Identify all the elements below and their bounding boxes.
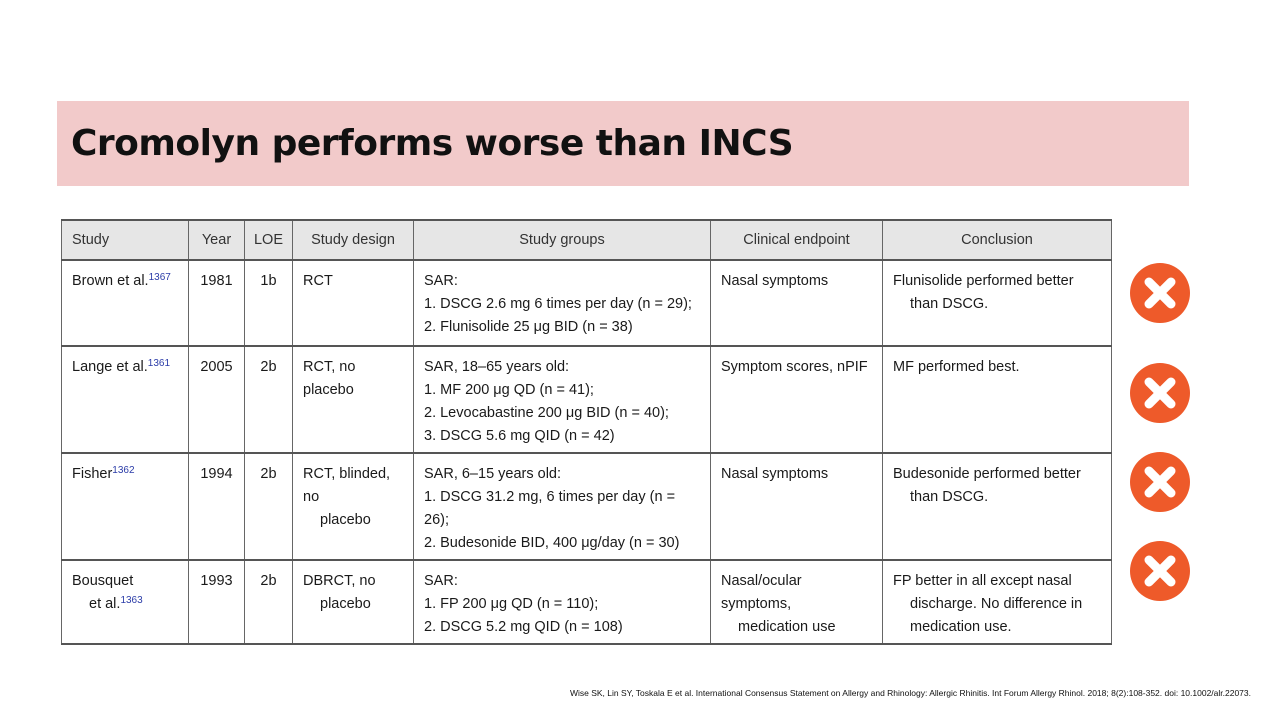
conclusion-line: Budesonide performed better xyxy=(893,466,1081,482)
group-item: 1. DSCG 2.6 mg 6 times per day (n = 29); xyxy=(424,296,692,312)
title-band: Cromolyn performs worse than INCS xyxy=(57,101,1189,186)
group-item: 3. DSCG 5.6 mg QID (n = 42) xyxy=(424,428,615,444)
cell-study: Lange et al.1361 xyxy=(61,346,189,454)
groups-header: SAR, 6–15 years old: xyxy=(424,466,562,482)
cell-conclusion: Flunisolide performed better than DSCG. xyxy=(882,260,1112,347)
design-line: RCT, no placebo xyxy=(303,359,356,398)
table-header-row: Study Year LOE Study design Study groups… xyxy=(61,219,1112,261)
cell-design: RCT, no placebo xyxy=(292,346,414,454)
conclusion-line: MF performed best. xyxy=(893,359,1020,375)
cell-endpoint: Nasal/ocular symptoms, medication use xyxy=(710,560,883,645)
header-year: Year xyxy=(188,219,245,261)
cell-study: Bousquet et al.1363 xyxy=(61,560,189,645)
group-item: 1. FP 200 μg QD (n = 110); xyxy=(424,596,599,612)
study-name: Lange et al. xyxy=(72,359,148,375)
group-item: 1. MF 200 μg QD (n = 41); xyxy=(424,382,594,398)
cell-year: 1993 xyxy=(188,560,245,645)
group-item: 2. Budesonide BID, 400 μg/day (n = 30) xyxy=(424,535,680,551)
endpoint-line: Nasal symptoms xyxy=(721,466,829,482)
cell-endpoint: Symptom scores, nPIF xyxy=(710,346,883,454)
header-study-groups: Study groups xyxy=(413,219,711,261)
cell-groups: SAR: 1. FP 200 μg QD (n = 110); 2. DSCG … xyxy=(413,560,711,645)
design-line: RCT, blinded, no xyxy=(303,466,391,505)
cell-conclusion: Budesonide performed better than DSCG. xyxy=(882,453,1112,561)
header-study-design: Study design xyxy=(292,219,414,261)
cell-loe: 2b xyxy=(244,346,293,454)
design-line: placebo xyxy=(320,596,371,612)
cell-endpoint: Nasal symptoms xyxy=(710,260,883,347)
x-circle-icon xyxy=(1130,541,1190,601)
x-circle-icon xyxy=(1130,452,1190,512)
x-circle-icon xyxy=(1130,263,1190,323)
header-clinical-endpoint: Clinical endpoint xyxy=(710,219,883,261)
groups-header: SAR: xyxy=(424,573,458,589)
cell-year: 1994 xyxy=(188,453,245,561)
study-name-cont: et al. xyxy=(89,596,121,612)
study-name: Bousquet xyxy=(72,573,134,589)
reference-number[interactable]: 1362 xyxy=(112,465,135,476)
design-line: DBRCT, no xyxy=(303,573,376,589)
citation: Wise SK, Lin SY, Toskala E et al. Intern… xyxy=(569,688,1251,698)
cell-year: 2005 xyxy=(188,346,245,454)
table-row: Brown et al.1367 1981 1b RCT SAR: 1. DSC… xyxy=(61,260,1112,347)
endpoint-line: Nasal/ocular symptoms, xyxy=(721,573,802,612)
groups-header: SAR, 18–65 years old: xyxy=(424,359,570,375)
conclusion-line: medication use. xyxy=(910,619,1012,635)
evidence-table: Study Year LOE Study design Study groups… xyxy=(61,219,1112,645)
group-item: 2. Levocabastine 200 μg BID (n = 40); xyxy=(424,405,669,421)
cell-endpoint: Nasal symptoms xyxy=(710,453,883,561)
cell-conclusion: FP better in all except nasal discharge.… xyxy=(882,560,1112,645)
cell-groups: SAR, 18–65 years old: 1. MF 200 μg QD (n… xyxy=(413,346,711,454)
reference-number[interactable]: 1367 xyxy=(148,272,171,283)
cell-design: DBRCT, no placebo xyxy=(292,560,414,645)
endpoint-line: Symptom scores, nPIF xyxy=(721,359,868,375)
group-item: 2. Flunisolide 25 μg BID (n = 38) xyxy=(424,319,633,335)
conclusion-line: discharge. No difference in xyxy=(910,596,1083,612)
endpoint-line: medication use xyxy=(738,619,836,635)
endpoint-line: Nasal symptoms xyxy=(721,273,829,289)
groups-header: SAR: xyxy=(424,273,458,289)
study-name: Brown et al. xyxy=(72,273,149,289)
header-study: Study xyxy=(61,219,189,261)
cell-loe: 2b xyxy=(244,453,293,561)
cell-year: 1981 xyxy=(188,260,245,347)
conclusion-line: than DSCG. xyxy=(910,489,989,505)
cell-conclusion: MF performed best. xyxy=(882,346,1112,454)
reference-number[interactable]: 1363 xyxy=(120,595,143,606)
cell-loe: 1b xyxy=(244,260,293,347)
cell-study: Fisher1362 xyxy=(61,453,189,561)
reference-number[interactable]: 1361 xyxy=(147,358,171,369)
cell-design: RCT, blinded, no placebo xyxy=(292,453,414,561)
design-line: placebo xyxy=(320,512,371,528)
group-item: 2. DSCG 5.2 mg QID (n = 108) xyxy=(424,619,623,635)
header-conclusion: Conclusion xyxy=(882,219,1112,261)
conclusion-line: Flunisolide performed better xyxy=(893,273,1074,289)
table-row: Lange et al.1361 2005 2b RCT, no placebo… xyxy=(61,346,1112,454)
table-row: Bousquet et al.1363 1993 2b DBRCT, no pl… xyxy=(61,560,1112,645)
x-circle-icon xyxy=(1130,363,1190,423)
design-line: RCT xyxy=(303,273,333,289)
cell-loe: 2b xyxy=(244,560,293,645)
cell-design: RCT xyxy=(292,260,414,347)
study-name: Fisher xyxy=(72,466,113,482)
conclusion-line: than DSCG. xyxy=(910,296,989,312)
cell-study: Brown et al.1367 xyxy=(61,260,189,347)
cell-groups: SAR, 6–15 years old: 1. DSCG 31.2 mg, 6 … xyxy=(413,453,711,561)
group-item: 1. DSCG 31.2 mg, 6 times per day (n = 26… xyxy=(424,489,676,528)
cell-groups: SAR: 1. DSCG 2.6 mg 6 times per day (n =… xyxy=(413,260,711,347)
conclusion-line: FP better in all except nasal xyxy=(893,573,1072,589)
header-loe: LOE xyxy=(244,219,293,261)
slide-title: Cromolyn performs worse than INCS xyxy=(71,123,794,164)
table-row: Fisher1362 1994 2b RCT, blinded, no plac… xyxy=(61,453,1112,561)
